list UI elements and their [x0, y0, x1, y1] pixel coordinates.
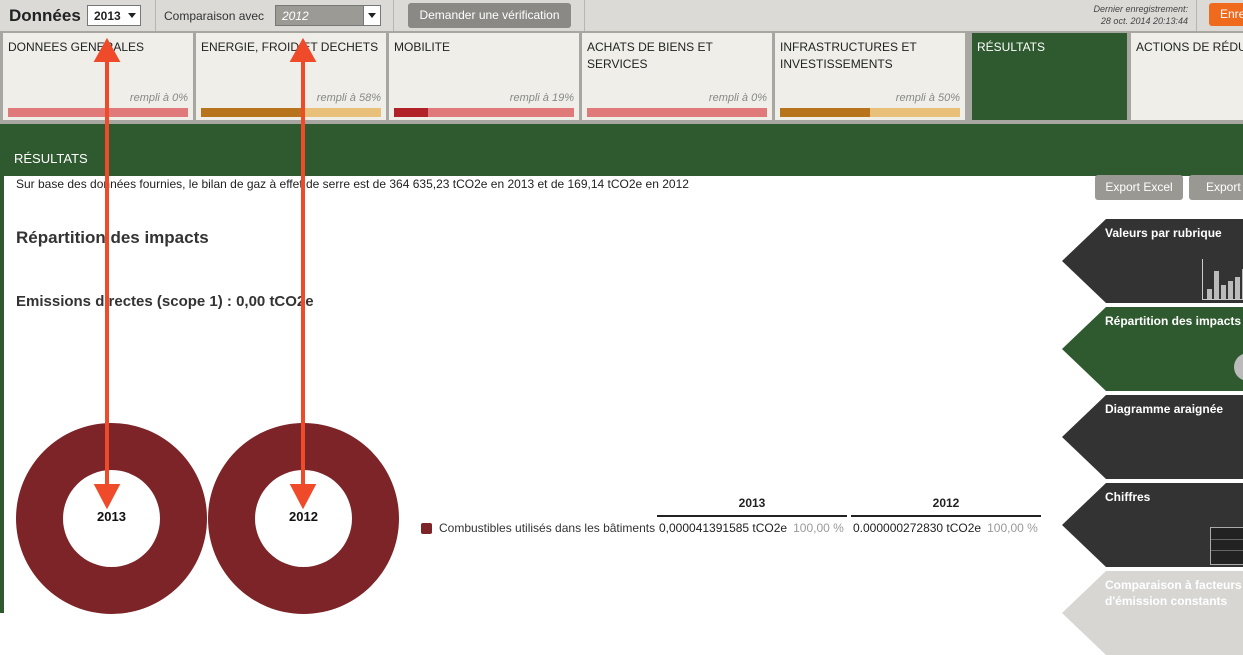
- tab-label: RÉSULTATS: [977, 40, 1046, 54]
- tab-mobilite[interactable]: MOBILITE rempli à 19%: [389, 33, 579, 120]
- tab-fill-text: rempli à 58%: [316, 92, 381, 104]
- left-accent-stripe: [0, 176, 4, 613]
- results-section-title: RÉSULTATS: [14, 151, 88, 166]
- tab-label: INFRASTRUCTURES ET INVESTISSEMENTS: [780, 40, 917, 71]
- tab-label: MOBILITE: [394, 40, 451, 54]
- column-divider: [657, 515, 847, 517]
- scope1-title: Emissions directes (scope 1) : 0,00 tCO2…: [16, 293, 314, 310]
- impacts-title: Répartition des impacts: [16, 228, 209, 247]
- toolbar-divider: [1196, 0, 1197, 31]
- value-2013-percent: 100,00 %: [793, 521, 844, 535]
- arrow-head-down: [289, 484, 317, 510]
- tab-label: ENERGIE, FROID ET DECHETS: [201, 40, 379, 54]
- progress-bar: [394, 108, 574, 117]
- tab-fill-text: rempli à 19%: [509, 92, 574, 104]
- pie-chart-icon: [1234, 353, 1243, 381]
- column-header-2013: 2013: [738, 496, 766, 510]
- chevron-down-icon: [368, 13, 376, 18]
- progress-bar: [8, 108, 188, 117]
- year-select[interactable]: 2013: [87, 5, 141, 26]
- tab-label: ACTIONS DE RÉDU: [1136, 40, 1243, 54]
- last-save-info: Dernier enregistrement: 28 oct. 2014 20:…: [1060, 3, 1188, 27]
- nav-diagramme-araignee[interactable]: Diagramme araignée: [1062, 395, 1243, 479]
- tab-energie[interactable]: ENERGIE, FROID ET DECHETS rempli à 58%: [196, 33, 386, 120]
- export-pdf-button[interactable]: Export P: [1189, 175, 1243, 200]
- chevron-down-icon: [128, 13, 136, 18]
- table-icon: [1210, 527, 1243, 565]
- year-select-value: 2013: [94, 9, 121, 23]
- nav-repartition-des-impacts[interactable]: Répartition des impacts: [1062, 307, 1243, 391]
- column-divider: [851, 515, 1041, 517]
- arrow-head-down: [93, 484, 121, 510]
- page-title: Données: [9, 6, 81, 25]
- value-2013-amount: 0,000041391585 tCO2e: [659, 521, 788, 535]
- tab-resultats[interactable]: RÉSULTATS: [972, 33, 1127, 120]
- last-save-label: Dernier enregistrement:: [1093, 4, 1188, 14]
- progress-bar: [587, 108, 767, 117]
- toolbar-divider: [155, 0, 156, 31]
- progress-bar: [780, 108, 960, 117]
- nav-label: Répartition des impacts: [1105, 314, 1242, 328]
- annotation-arrows: [93, 37, 317, 510]
- progress-bar: [201, 108, 381, 117]
- nav-label: Chiffres: [1105, 490, 1151, 504]
- request-verification-button[interactable]: Demander une vérification: [408, 3, 571, 28]
- results-summary: Sur base des données fournies, le bilan …: [16, 177, 689, 191]
- donut-year-label: 2013: [97, 509, 126, 524]
- tab-fill-text: rempli à 0%: [708, 92, 767, 104]
- results-header-band: [0, 124, 1243, 176]
- nav-label: Diagramme araignée: [1105, 402, 1224, 416]
- compare-select-value: 2012: [282, 9, 309, 23]
- toolbar-divider: [393, 0, 394, 31]
- nav-label: Comparaison à facteurs d'émission consta…: [1105, 578, 1242, 608]
- compare-year-select[interactable]: 2012: [275, 5, 381, 26]
- nav-chiffres[interactable]: Chiffres: [1062, 483, 1243, 567]
- tab-fill-text: rempli à 0%: [129, 92, 188, 104]
- last-save-date: 28 oct. 2014 20:13:44: [1100, 16, 1188, 26]
- column-header-2012: 2012: [932, 496, 960, 510]
- value-2012: 0.000000272830 tCO2e 100,00 %: [853, 521, 1038, 535]
- value-2012-percent: 100,00 %: [987, 521, 1038, 535]
- export-excel-button[interactable]: Export Excel: [1095, 175, 1183, 200]
- tab-actions[interactable]: ACTIONS DE RÉDU: [1131, 33, 1243, 120]
- arrow-head-up: [93, 37, 121, 62]
- value-2013: 0,000041391585 tCO2e 100,00 %: [659, 521, 844, 535]
- value-2012-amount: 0.000000272830 tCO2e: [853, 521, 982, 535]
- tab-achats[interactable]: ACHATS DE BIENS ET SERVICES rempli à 0%: [582, 33, 772, 120]
- legend-swatch: [421, 523, 432, 534]
- arrow-head-up: [289, 37, 317, 62]
- nav-valeurs-par-rubrique[interactable]: Valeurs par rubrique: [1062, 219, 1243, 303]
- compare-label: Comparaison avec: [164, 9, 265, 23]
- toolbar-divider: [584, 0, 585, 31]
- tab-label: ACHATS DE BIENS ET SERVICES: [587, 40, 713, 71]
- tab-infrastructures[interactable]: INFRASTRUCTURES ET INVESTISSEMENTS rempl…: [775, 33, 965, 120]
- legend-label: Combustibles utilisés dans les bâtiments: [439, 521, 656, 535]
- tab-donnees-generales[interactable]: DONNEES GENERALES rempli à 0%: [3, 33, 193, 120]
- top-toolbar: [0, 0, 1243, 31]
- save-button[interactable]: Enre: [1209, 3, 1243, 26]
- tab-fill-text: rempli à 50%: [895, 92, 960, 104]
- nav-label: Valeurs par rubrique: [1105, 226, 1222, 240]
- donut-chart-2013: 2013: [16, 423, 207, 614]
- donut-year-label: 2012: [289, 509, 318, 524]
